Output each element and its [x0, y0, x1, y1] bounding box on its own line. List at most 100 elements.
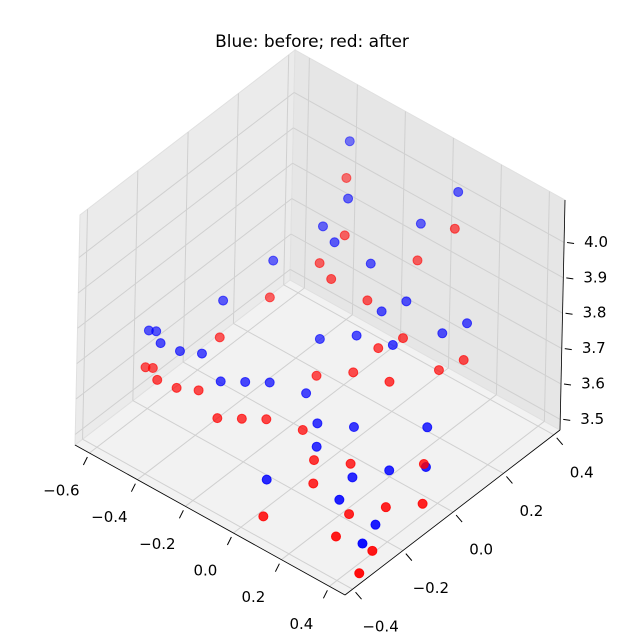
x-tick-label: −0.4: [91, 508, 127, 526]
grid-line: [281, 394, 497, 561]
point: [264, 377, 275, 388]
z-tick-label: 3.5: [580, 410, 604, 428]
x-tick-label: 0.2: [241, 588, 265, 606]
tick-mark: [82, 456, 88, 466]
tick-mark: [556, 437, 564, 446]
point: [240, 376, 251, 387]
point: [261, 474, 272, 485]
grid-line: [399, 111, 406, 342]
tick-mark: [274, 563, 280, 572]
point: [376, 306, 387, 317]
point: [312, 418, 323, 429]
chart-title: Blue: before; red: after: [215, 32, 409, 52]
grid-line: [495, 164, 502, 395]
point: [462, 318, 473, 329]
tick-mark: [130, 483, 136, 492]
grid-line: [182, 361, 454, 513]
grid-line: [303, 57, 310, 289]
tick-mark: [178, 510, 184, 519]
point: [415, 218, 426, 229]
grid-line: [293, 92, 565, 243]
point: [171, 382, 182, 393]
point: [401, 296, 412, 307]
grid-line: [233, 322, 504, 474]
point: [433, 365, 444, 376]
point: [326, 274, 337, 285]
point: [174, 346, 185, 357]
point: [314, 333, 325, 344]
point: [357, 538, 368, 549]
tick-mark: [567, 241, 575, 244]
point: [367, 545, 378, 556]
point: [365, 258, 376, 269]
point: [458, 355, 469, 366]
point: [339, 230, 350, 241]
point: [311, 370, 322, 381]
z-axis: [559, 199, 566, 431]
point: [418, 459, 429, 470]
point: [351, 330, 362, 341]
tick-mark: [455, 514, 463, 523]
grid-line: [293, 127, 564, 279]
grid-line: [232, 93, 239, 324]
tick-mark: [563, 383, 572, 386]
point: [387, 339, 398, 350]
y-tick-label: 0.2: [519, 502, 543, 520]
x-axis: [74, 444, 346, 596]
tick-mark: [355, 591, 362, 600]
grid-line: [182, 132, 189, 363]
grid-line: [283, 54, 290, 285]
point: [412, 255, 423, 266]
z-tick-label: 4.0: [584, 233, 608, 251]
point: [330, 531, 341, 542]
y-tick-label: 0.0: [469, 541, 493, 559]
tick-mark: [322, 590, 328, 599]
point: [347, 472, 358, 483]
point: [341, 172, 352, 183]
grid-line: [292, 162, 563, 314]
tick-mark: [506, 476, 513, 484]
point: [215, 376, 226, 387]
tick-mark: [405, 553, 413, 561]
point: [151, 326, 162, 337]
tick-mark: [226, 536, 232, 546]
point: [344, 509, 355, 520]
point: [437, 328, 448, 339]
grid-line: [447, 137, 454, 369]
point: [155, 338, 166, 349]
x-tick-label: 0.4: [289, 615, 313, 633]
grid-line: [75, 233, 292, 400]
grid-line: [185, 340, 401, 507]
point: [268, 255, 279, 266]
point: [449, 223, 460, 234]
point: [311, 441, 322, 452]
x-tick-label: −0.2: [139, 535, 175, 553]
grid-line: [78, 127, 294, 294]
point: [417, 498, 428, 509]
point: [193, 385, 204, 396]
point: [334, 494, 345, 505]
tick-mark: [564, 348, 572, 351]
y-tick-label: −0.2: [413, 579, 449, 597]
grid-line: [289, 268, 561, 420]
grid-line: [82, 438, 353, 590]
point: [309, 455, 320, 466]
point: [380, 502, 391, 513]
point: [236, 413, 247, 424]
point: [297, 425, 308, 436]
point: [314, 258, 325, 269]
grid-line: [77, 162, 293, 329]
point: [308, 478, 319, 489]
tick-mark: [565, 312, 573, 315]
point: [152, 374, 163, 385]
grid-line: [132, 170, 139, 401]
point: [301, 388, 312, 399]
point: [196, 348, 207, 359]
z-tick-label: 3.6: [581, 375, 605, 393]
tick-mark: [566, 277, 574, 280]
grid-line: [290, 233, 562, 385]
point: [264, 292, 275, 303]
grid-line: [329, 420, 545, 587]
point: [212, 413, 223, 424]
